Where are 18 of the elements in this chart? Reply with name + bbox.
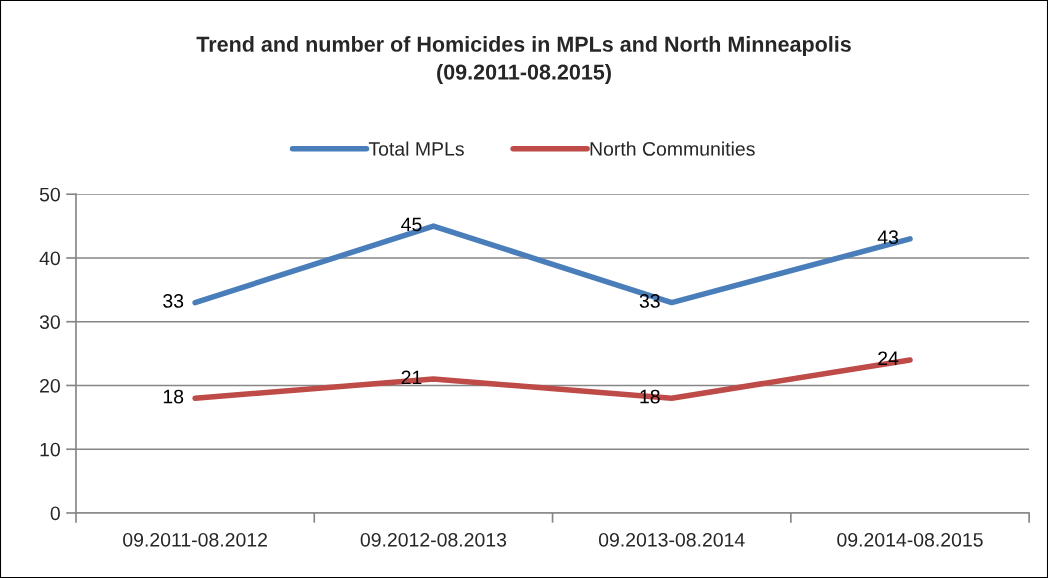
x-tick-label: 09.2014-08.2015 xyxy=(837,532,983,547)
x-tick-label: 09.2011-08.2012 xyxy=(123,532,267,547)
chart-title: Trend and number of Homicides in MPLs and North Minneapolis (09.2011-08.2015) xyxy=(196,36,851,84)
data-label: 33 xyxy=(639,294,660,308)
legend-label: North Communities xyxy=(590,141,755,156)
y-tick-label: 50 xyxy=(39,187,60,202)
y-tick-label: 20 xyxy=(40,378,60,393)
y-tick-label: 40 xyxy=(39,251,60,266)
y-tick-label: 0 xyxy=(50,506,60,521)
y-tick-label: 10 xyxy=(40,442,60,457)
data-label: 43 xyxy=(877,230,899,245)
x-tick-label: 09.2013-08.2014 xyxy=(598,532,745,547)
data-label: 33 xyxy=(163,294,184,308)
data-label: 45 xyxy=(401,217,422,232)
x-tick-label: 09.2012-08.2013 xyxy=(360,532,507,547)
data-label: 18 xyxy=(163,389,184,404)
legend-label: Total MPLs xyxy=(368,141,464,156)
y-tick-label: 30 xyxy=(39,315,60,329)
